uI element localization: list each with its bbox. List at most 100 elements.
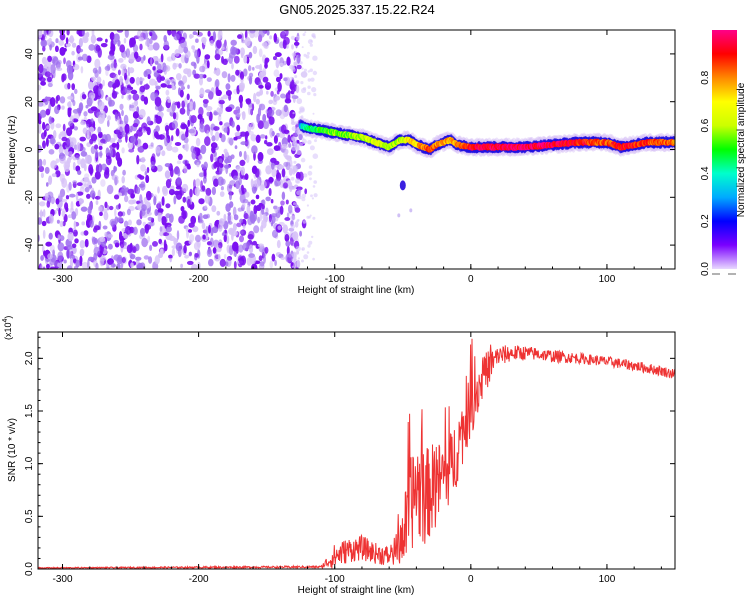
noise-speckle: [176, 73, 182, 81]
noise-speckle: [206, 130, 210, 138]
noise-speckle: [192, 101, 196, 111]
noise-speckle: [229, 172, 232, 177]
noise-speckle: [38, 123, 42, 134]
noise-speckle: [248, 65, 252, 72]
noise-speckle: [288, 142, 292, 148]
noise-speckle: [280, 93, 286, 99]
noise-speckle: [310, 77, 315, 82]
noise-speckle: [65, 138, 71, 148]
noise-speckle: [55, 158, 60, 164]
noise-speckle: [288, 204, 293, 214]
noise-speckle: [243, 55, 248, 64]
noise-speckle: [306, 204, 309, 207]
noise-speckle: [241, 33, 244, 42]
noise-speckle: [265, 165, 272, 175]
noise-speckle: [236, 166, 242, 172]
noise-speckle: [234, 132, 241, 136]
noise-speckle: [267, 148, 274, 156]
noise-speckle: [284, 149, 289, 155]
noise-speckle: [251, 263, 258, 269]
noise-speckle: [58, 207, 61, 217]
noise-speckle: [122, 169, 126, 176]
noise-speckle: [306, 51, 310, 55]
noise-speckle: [293, 165, 298, 171]
noise-speckle: [219, 191, 225, 197]
noise-speckle: [271, 130, 275, 137]
noise-speckle: [289, 109, 296, 119]
noise-speckle: [193, 241, 201, 251]
noise-speckle: [312, 55, 318, 61]
noise-speckle: [287, 134, 291, 143]
noise-speckle: [255, 98, 260, 105]
noise-speckle: [179, 189, 182, 196]
noise-speckle: [271, 168, 277, 178]
noise-speckle: [207, 30, 211, 37]
noise-speckle: [180, 263, 184, 268]
noise-speckle: [153, 196, 157, 206]
noise-speckle: [75, 259, 81, 268]
noise-speckle: [279, 165, 285, 170]
noise-speckle: [114, 194, 120, 200]
noise-speckle: [283, 104, 288, 113]
noise-speckle: [93, 252, 98, 261]
noise-speckle: [132, 246, 137, 253]
noise-speckle: [308, 240, 313, 245]
noise-speckle: [98, 206, 103, 212]
noise-speckle: [253, 225, 260, 234]
noise-speckle: [245, 98, 252, 105]
secondary-blob: [399, 180, 406, 191]
noise-speckle: [120, 120, 124, 125]
noise-speckle: [86, 134, 90, 140]
noise-speckle: [100, 43, 108, 48]
noise-speckle: [38, 158, 43, 168]
noise-speckle: [105, 38, 108, 43]
noise-speckle: [241, 33, 244, 42]
noise-speckle: [303, 68, 307, 72]
noise-speckle: [290, 136, 296, 142]
noise-speckle: [38, 165, 45, 173]
noise-speckle: [181, 123, 187, 129]
noise-speckle: [296, 259, 301, 268]
noise-speckle: [202, 99, 209, 104]
noise-speckle: [164, 136, 169, 147]
noise-speckle: [307, 140, 312, 145]
noise-speckle: [89, 138, 94, 145]
noise-speckle: [199, 77, 203, 86]
noise-speckle: [284, 98, 292, 104]
noise-speckle: [57, 251, 64, 261]
noise-speckle: [194, 253, 199, 258]
noise-speckle: [183, 165, 188, 174]
noise-speckle: [111, 220, 115, 228]
noise-speckle: [206, 241, 213, 246]
noise-speckle: [116, 141, 120, 150]
noise-speckle: [176, 230, 180, 240]
noise-speckle: [240, 184, 244, 192]
noise-speckle: [188, 229, 192, 233]
noise-speckle: [296, 190, 301, 196]
noise-speckle: [249, 30, 256, 34]
noise-speckle: [100, 256, 106, 262]
noise-speckle: [124, 226, 132, 235]
noise-speckle: [302, 220, 307, 224]
noise-speckle: [140, 156, 146, 163]
noise-speckle: [155, 114, 159, 119]
noise-speckle: [265, 207, 269, 215]
noise-speckle: [59, 96, 66, 104]
noise-speckle: [280, 200, 285, 206]
noise-speckle: [162, 232, 170, 237]
noise-speckle: [126, 94, 131, 101]
noise-speckle: [67, 157, 71, 164]
noise-speckle: [166, 145, 173, 151]
noise-speckle: [223, 127, 229, 133]
noise-speckle: [267, 109, 275, 117]
noise-speckle: [221, 232, 225, 236]
noise-speckle: [291, 252, 297, 258]
noise-speckle: [133, 226, 138, 235]
noise-speckle: [94, 144, 99, 150]
noise-speckle: [128, 94, 132, 100]
noise-speckle: [178, 36, 186, 44]
noise-speckle: [291, 79, 295, 89]
noise-speckle: [294, 81, 298, 85]
noise-speckle: [159, 226, 163, 233]
noise-speckle: [196, 31, 203, 37]
